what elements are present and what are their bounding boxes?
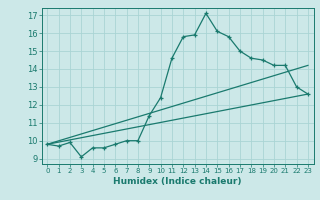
X-axis label: Humidex (Indice chaleur): Humidex (Indice chaleur) xyxy=(113,177,242,186)
